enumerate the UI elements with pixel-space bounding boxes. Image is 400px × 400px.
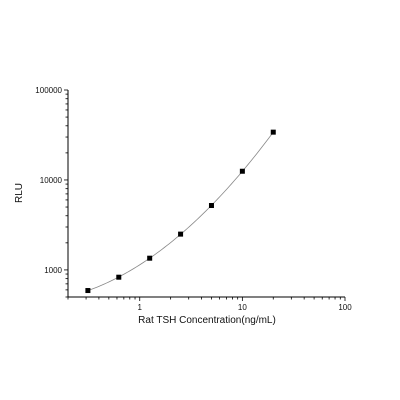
x-tick-label: 1: [138, 303, 143, 312]
y-tick-label: 1000: [44, 266, 62, 275]
data-point: [270, 129, 276, 135]
fit-curve: [87, 131, 274, 292]
plot-area: 1 10 100 1000 10000 100000: [35, 86, 352, 312]
data-point: [178, 231, 184, 237]
y-axis-title: RLU: [14, 183, 25, 203]
data-points: [85, 129, 276, 294]
x-tick-label: 100: [338, 303, 352, 312]
x-tick-label: 10: [238, 303, 247, 312]
data-point: [85, 288, 91, 294]
axis-ticks: [64, 89, 346, 301]
y-tick-label: 10000: [40, 176, 63, 185]
data-point: [208, 203, 214, 209]
data-point: [239, 168, 245, 174]
data-point: [116, 274, 122, 280]
x-axis-title: Rat TSH Concentration(ng/mL): [138, 315, 276, 326]
tick-labels: 1 10 100 1000 10000 100000: [35, 86, 352, 312]
data-point: [147, 255, 153, 261]
y-tick-label: 100000: [35, 86, 62, 95]
